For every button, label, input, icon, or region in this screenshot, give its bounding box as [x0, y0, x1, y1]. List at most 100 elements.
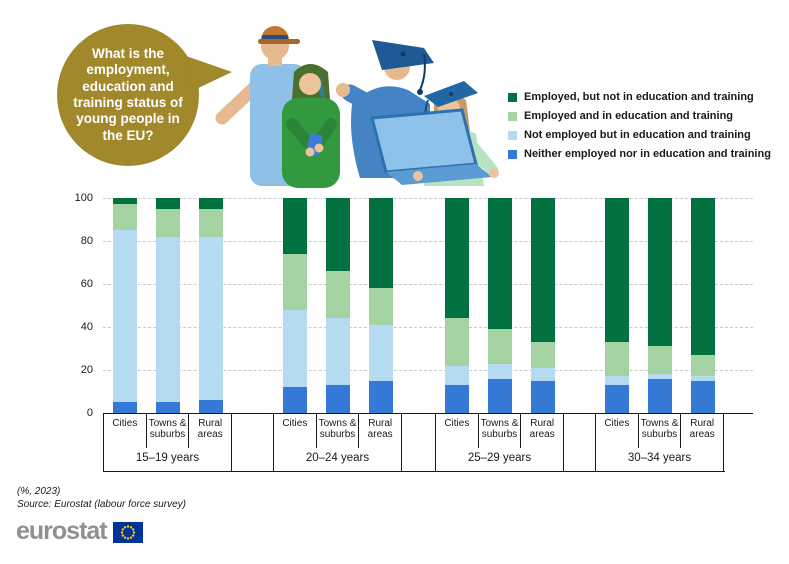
legend-swatch [508, 150, 517, 159]
area-cell-label: Cities [282, 417, 308, 429]
eurostat-logo: eurostat [16, 518, 143, 544]
age-group-label: 30–34 years [627, 451, 692, 464]
bar-segment [198, 400, 223, 413]
bar-segment [530, 342, 555, 368]
legend-item: Employed and in education and training [508, 111, 771, 122]
gridline [103, 284, 753, 285]
y-tick-label: 100 [74, 192, 93, 204]
y-tick-label: 0 [86, 407, 93, 419]
area-cells: Cities Towns & suburbs Rural areas [104, 413, 231, 448]
age-group-label: 15–19 years [135, 451, 200, 464]
bar-segment [690, 198, 715, 355]
bar-segment [444, 318, 469, 366]
bar-segment [325, 198, 350, 272]
bar-segment [325, 318, 350, 386]
stacked-bar [487, 198, 512, 413]
legend-label: Employed, but not in education and train… [524, 91, 754, 103]
bar-segment [604, 198, 629, 343]
title-bubble-text: What is the employment, education and tr… [73, 45, 183, 143]
area-cell-label: Towns & suburbs [145, 413, 189, 448]
bar-segment [155, 198, 180, 209]
bar-segment [444, 365, 469, 386]
x-label-table: Cities Towns & suburbs Rural areas 15–19 ye… [103, 413, 753, 472]
bar-segment [282, 387, 307, 413]
legend-swatch [508, 112, 517, 121]
bar-segment [444, 385, 469, 413]
bar-segment [155, 402, 180, 413]
bar-segment [155, 236, 180, 403]
area-cells: Cities Towns & suburbs Rural areas [596, 413, 723, 448]
logo-text: eurostat [16, 517, 108, 545]
laptop-icon [370, 108, 499, 185]
stacked-bar [690, 198, 715, 413]
bar-segment [198, 236, 223, 401]
bar-segment [690, 354, 715, 377]
bar-segment [647, 378, 672, 413]
stacked-bar [325, 198, 350, 413]
stacked-bar [155, 198, 180, 413]
bar-segment [487, 198, 512, 330]
bar-segment [112, 402, 137, 413]
bar-segment [112, 204, 137, 231]
source-note: Source: Eurostat (labour force survey) [17, 499, 186, 510]
bar-segment [690, 376, 715, 381]
legend-swatch [508, 93, 517, 102]
bar-segment [368, 198, 393, 289]
stacked-bar [647, 198, 672, 413]
bar-segment [690, 380, 715, 413]
stacked-bar [112, 198, 137, 413]
stacked-bar [198, 198, 223, 413]
area-cell-label: Towns & suburbs [637, 413, 681, 448]
gridline [103, 327, 753, 328]
y-tick-label: 40 [80, 321, 93, 333]
bar-segment [487, 363, 512, 379]
bar-segment [368, 324, 393, 381]
bar-segment [155, 208, 180, 237]
person-green-hair-woman [282, 64, 340, 188]
young-people-illustration [215, 26, 499, 188]
area-cells: Cities Towns & suburbs Rural areas [436, 413, 563, 448]
footnote: (%, 2023) [17, 486, 61, 497]
gridline [103, 241, 753, 242]
bar-segment [604, 385, 629, 413]
stacked-bar [282, 198, 307, 413]
legend-item: Not employed but in education and traini… [508, 130, 771, 141]
table-bottom-border [103, 470, 725, 472]
gridline [103, 198, 753, 199]
stacked-bar [444, 198, 469, 413]
area-cell-label: Cities [604, 417, 630, 429]
legend-label: Not employed but in education and traini… [524, 129, 751, 141]
bar-segment [325, 271, 350, 319]
bar-segment [282, 309, 307, 388]
y-axis-labels: 0 20 40 60 80 100 [66, 192, 98, 419]
y-tick-label: 80 [80, 235, 93, 247]
legend-swatch [508, 131, 517, 140]
legend-label: Employed and in education and training [524, 110, 734, 122]
title-bubble: What is the employment, education and tr… [57, 24, 199, 166]
bar-segment [530, 367, 555, 381]
bar-segment [530, 198, 555, 343]
bar-segment [368, 380, 393, 413]
age-group-box: Cities Towns & suburbs Rural areas 25–29 ye… [435, 413, 564, 472]
age-group-box: Cities Towns & suburbs Rural areas 20–24 ye… [273, 413, 402, 472]
area-cell-label: Towns & suburbs [315, 413, 359, 448]
area-cell-label: Towns & suburbs [477, 413, 521, 448]
bar-segment [112, 198, 137, 205]
bar-segment [282, 198, 307, 254]
area-cell-label: Cities [444, 417, 470, 429]
bar-segment [368, 288, 393, 325]
age-group-label: 20–24 years [305, 451, 370, 464]
bar-segment [647, 198, 672, 347]
bar-segment [604, 376, 629, 386]
age-group-box: Cities Towns & suburbs Rural areas 30–34 ye… [595, 413, 724, 472]
legend-item: Employed, but not in education and train… [508, 92, 771, 103]
legend-label: Neither employed nor in education and tr… [524, 148, 771, 160]
legend-item: Neither employed nor in education and tr… [508, 149, 771, 160]
age-group-box: Cities Towns & suburbs Rural areas 15–19 ye… [103, 413, 232, 472]
bar-segment [325, 385, 350, 413]
y-tick-label: 60 [80, 278, 93, 290]
area-cell-label: Cities [112, 417, 138, 429]
area-cell-label: Rural areas [520, 413, 563, 448]
bar-segment [487, 378, 512, 413]
